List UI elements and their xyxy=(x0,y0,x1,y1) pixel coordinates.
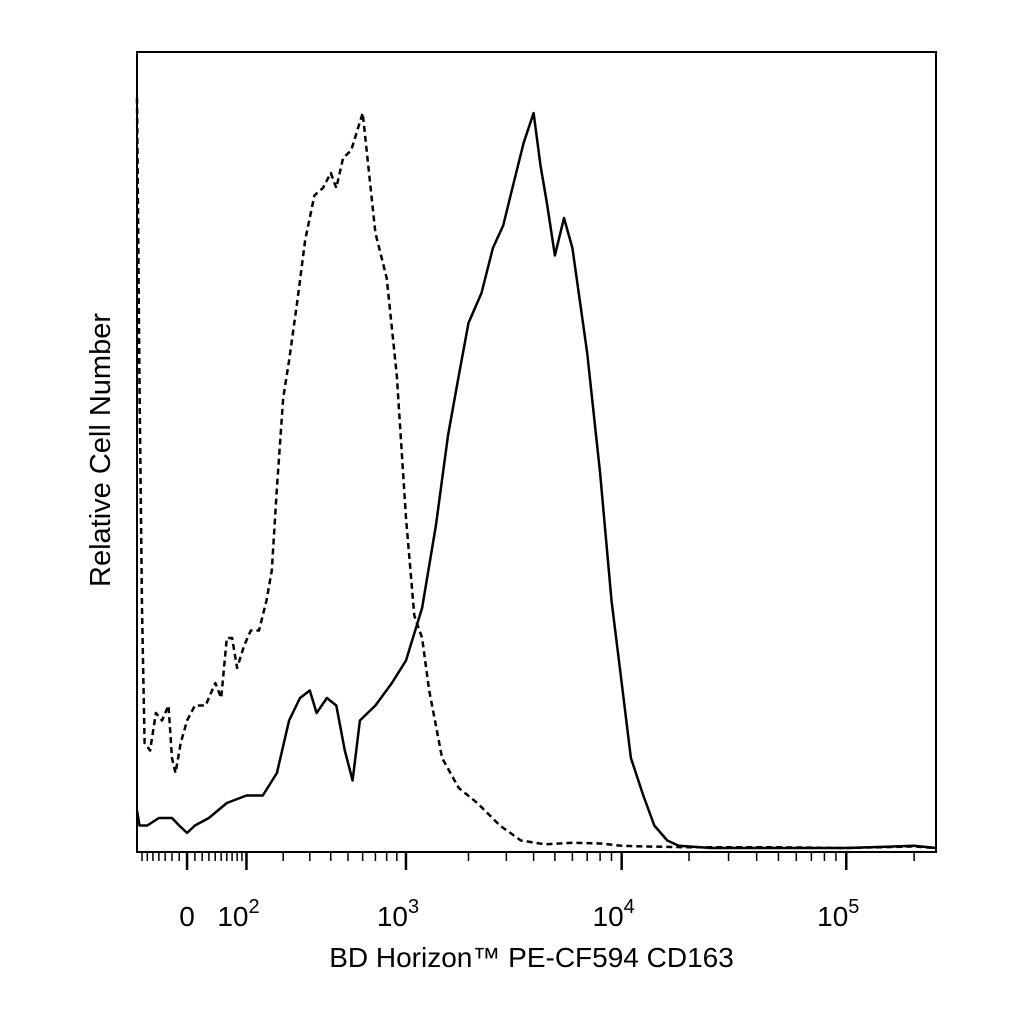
y-axis-label: Relative Cell Number xyxy=(85,313,117,587)
series-line-dashed xyxy=(135,97,937,850)
plot-area xyxy=(135,97,937,850)
x-tick-label: 105 xyxy=(817,896,859,932)
x-tick-exponent: 3 xyxy=(408,896,419,918)
x-tick-label: 0 xyxy=(179,901,195,932)
x-tick-exponent: 2 xyxy=(248,896,259,918)
x-tick-label: 102 xyxy=(217,896,259,932)
plot-frame xyxy=(136,51,937,853)
series-line-solid xyxy=(135,111,937,850)
x-axis-label: BD Horizon™ PE-CF594 CD163 xyxy=(329,942,734,973)
x-tick-label: 103 xyxy=(377,896,419,932)
x-major-ticks xyxy=(185,852,848,870)
x-tick-exponent: 5 xyxy=(848,896,859,918)
x-tick-label: 104 xyxy=(593,896,635,932)
x-minor-ticks xyxy=(141,852,915,861)
x-tick-labels: 0 102 103 104 105 xyxy=(179,896,859,932)
x-tick-exponent: 4 xyxy=(624,896,635,918)
